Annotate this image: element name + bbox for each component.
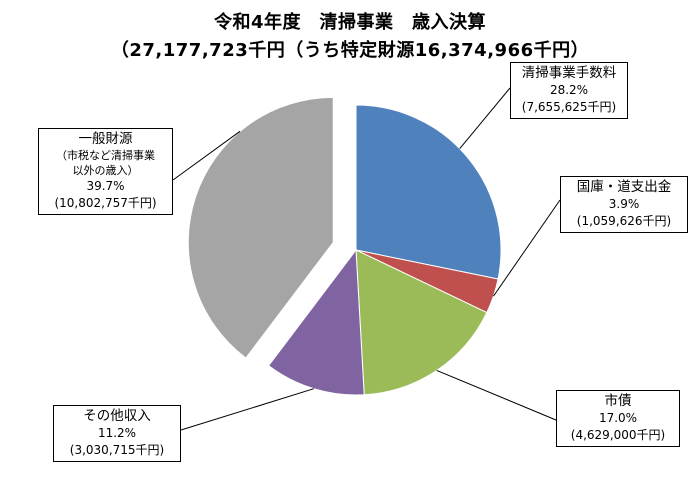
leader-line: [459, 87, 511, 150]
slice-amount: (3,030,715千円): [69, 443, 165, 457]
slice-percent: 11.2%: [97, 426, 137, 440]
slice-percent: 17.0%: [598, 411, 638, 425]
slice-general: [187, 96, 334, 359]
slice-name: 清掃事業手数料: [521, 65, 617, 81]
slice-amount: (7,655,625千円): [521, 100, 617, 114]
slice-other: [267, 248, 365, 396]
slice-amount: (10,802,757千円): [54, 196, 157, 210]
leader-line: [180, 388, 314, 431]
slice-label-subsidy: 国庫・道支出金 3.9% (1,059,626千円): [560, 176, 688, 233]
slice-percent: 39.7%: [86, 179, 125, 193]
slice-note-line-1: （市税など清掃事業: [56, 149, 155, 162]
slice-label-bonds: 市債 17.0% (4,629,000千円): [556, 390, 680, 447]
leader-line: [172, 130, 241, 181]
chart-subtitle: （27,177,723千円（うち特定財源16,374,966千円）: [110, 40, 590, 61]
slice-label-fees: 清掃事業手数料 28.2% (7,655,625千円): [510, 62, 628, 119]
slice-amount: (4,629,000千円): [570, 428, 666, 442]
slice-name: その他収入: [83, 408, 151, 424]
slice-label-general: 一般財源 （市税など清掃事業 以外の歳入） 39.7% (10,802,757千…: [38, 128, 173, 215]
slice-name: 国庫・道支出金: [576, 179, 672, 195]
slice-name: 一般財源: [78, 131, 133, 147]
slice-label-other: その他収入 11.2% (3,030,715千円): [53, 405, 181, 462]
leader-line: [436, 369, 557, 421]
slice-amount: (1,059,626千円): [576, 214, 672, 228]
slice-name: 市債: [604, 393, 632, 409]
chart-title: 令和4年度 清掃事業 歳入決算: [213, 12, 487, 33]
slice-fees: [355, 104, 502, 280]
slice-note-line-2: 以外の歳入）: [72, 164, 139, 177]
leader-line: [493, 199, 561, 297]
slice-percent: 28.2%: [549, 83, 589, 97]
slice-percent: 3.9%: [608, 197, 640, 211]
